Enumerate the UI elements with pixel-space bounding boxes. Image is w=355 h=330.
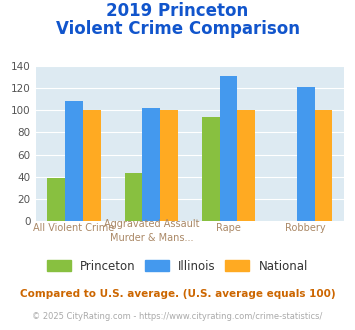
Text: All Violent Crime: All Violent Crime bbox=[33, 223, 115, 233]
Bar bbox=[83, 110, 101, 221]
Bar bbox=[160, 110, 178, 221]
Bar bbox=[237, 110, 255, 221]
Bar bbox=[315, 110, 332, 221]
Text: © 2025 CityRating.com - https://www.cityrating.com/crime-statistics/: © 2025 CityRating.com - https://www.city… bbox=[32, 312, 323, 321]
Text: Rape: Rape bbox=[216, 223, 241, 233]
Bar bbox=[48, 178, 65, 221]
Bar bbox=[142, 108, 160, 221]
Bar bbox=[125, 174, 142, 221]
Legend: Princeton, Illinois, National: Princeton, Illinois, National bbox=[43, 255, 312, 278]
Text: Aggravated Assault: Aggravated Assault bbox=[104, 219, 199, 229]
Bar bbox=[220, 76, 237, 221]
Bar bbox=[202, 117, 220, 221]
Text: Murder & Mans...: Murder & Mans... bbox=[110, 233, 193, 243]
Bar bbox=[297, 87, 315, 221]
Text: Violent Crime Comparison: Violent Crime Comparison bbox=[55, 20, 300, 38]
Text: Compared to U.S. average. (U.S. average equals 100): Compared to U.S. average. (U.S. average … bbox=[20, 289, 335, 299]
Bar bbox=[65, 101, 83, 221]
Text: 2019 Princeton: 2019 Princeton bbox=[106, 2, 248, 20]
Text: Robbery: Robbery bbox=[285, 223, 326, 233]
